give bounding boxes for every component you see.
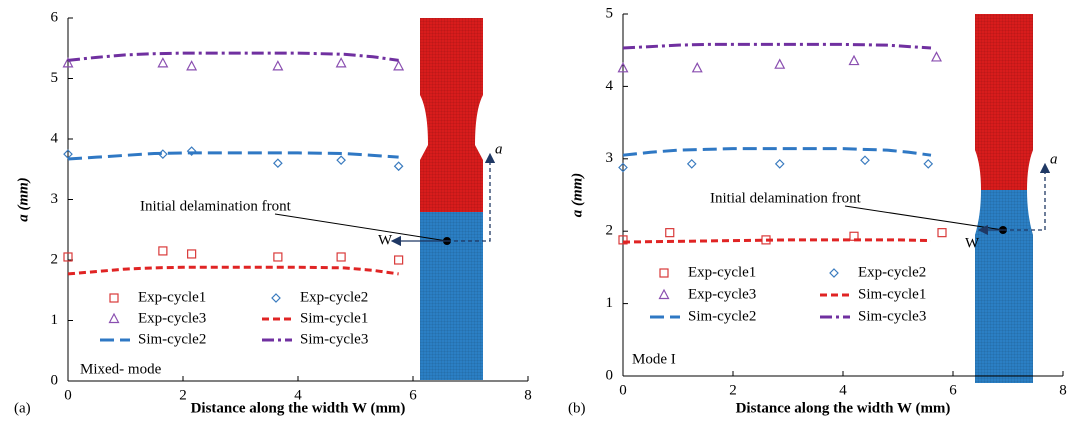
marker-diamond xyxy=(924,160,932,168)
y-tick-label: 6 xyxy=(51,9,59,25)
x-tick-label: 6 xyxy=(409,387,417,403)
legend-label: Exp-cycle2 xyxy=(858,264,926,280)
sim-line xyxy=(68,53,399,60)
sim-line xyxy=(623,240,931,242)
y-tick-label: 5 xyxy=(51,70,59,86)
legend-label: Exp-cycle1 xyxy=(138,289,206,305)
panel-label: (b) xyxy=(568,400,586,416)
x-tick-label: 6 xyxy=(949,382,957,398)
panel-label: (a) xyxy=(14,400,31,416)
marker-diamond xyxy=(776,160,784,168)
legend-label: Sim-cycle2 xyxy=(688,308,756,324)
x-tick-label: 0 xyxy=(619,382,627,398)
legend-label: Sim-cycle1 xyxy=(300,310,368,326)
annotation: W xyxy=(378,232,393,248)
marker-triangle xyxy=(932,52,941,61)
annotation: Mixed- mode xyxy=(80,361,162,377)
marker-triangle xyxy=(337,58,346,67)
marker-square xyxy=(395,256,403,264)
y-axis-label: a (mm) xyxy=(15,177,31,222)
marker-diamond xyxy=(337,156,345,164)
y-axis-label: a (mm) xyxy=(569,173,585,218)
marker-triangle xyxy=(187,61,196,70)
sim-line xyxy=(68,153,399,159)
sim-line xyxy=(623,44,931,48)
page: 0 1 2 3 4 5 6 0 2 4 6 8 Distance along the width W (… xyxy=(0,0,1078,445)
marker-square xyxy=(938,229,946,237)
annotation: W xyxy=(965,235,980,251)
y-tick-label: 1 xyxy=(606,295,614,311)
legend-label: Sim-cycle3 xyxy=(858,308,926,324)
annotation: Initial delamination front xyxy=(140,198,292,214)
marker-triangle xyxy=(158,58,167,67)
x-tick-label: 2 xyxy=(179,387,187,403)
marker-triangle xyxy=(660,290,669,299)
legend-label: Exp-cycle1 xyxy=(688,264,756,280)
marker-diamond xyxy=(861,156,869,164)
legend-label: Exp-cycle2 xyxy=(300,289,368,305)
x-axis-label: Distance along the width W (mm) xyxy=(736,400,951,416)
specimen-b xyxy=(975,14,1033,383)
sim-line xyxy=(623,149,931,156)
figure: 0 1 2 3 4 5 6 0 2 4 6 8 Distance along the width W (… xyxy=(0,0,1078,440)
y-tick-label: 0 xyxy=(606,367,614,383)
marker-diamond xyxy=(395,162,403,170)
legend-label: Sim-cycle2 xyxy=(138,331,206,347)
marker-square xyxy=(188,250,196,258)
marker-triangle xyxy=(110,314,119,323)
x-tick-label: 8 xyxy=(524,387,532,403)
y-tick-label: 3 xyxy=(51,191,59,207)
y-tick-label: 4 xyxy=(606,78,614,94)
marker-diamond xyxy=(830,269,838,277)
annotation: a xyxy=(1050,151,1058,167)
x-axis-label: Distance along the width W (mm) xyxy=(191,400,406,416)
y-tick-label: 5 xyxy=(606,5,614,21)
x-tick-label: 0 xyxy=(64,387,72,403)
marker-square xyxy=(337,253,345,261)
specimen-a xyxy=(420,18,483,380)
annotation: Initial delamination front xyxy=(710,190,862,206)
marker-square xyxy=(666,229,674,237)
annotation: Mode I xyxy=(632,351,676,367)
y-tick-label: 2 xyxy=(51,251,59,267)
legend-label: Exp-cycle3 xyxy=(688,286,756,302)
sim-line xyxy=(68,267,399,274)
marker-triangle xyxy=(273,61,282,70)
marker-square xyxy=(159,247,167,255)
y-tick-label: 4 xyxy=(51,130,59,146)
x-tick-label: 8 xyxy=(1059,382,1067,398)
y-tick-label: 0 xyxy=(51,372,59,388)
y-tick-label: 3 xyxy=(606,150,614,166)
x-tick-label: 4 xyxy=(839,382,847,398)
y-tick-label: 1 xyxy=(51,312,59,328)
marker-square xyxy=(274,253,282,261)
legend-label: Sim-cycle3 xyxy=(300,331,368,347)
x-tick-label: 2 xyxy=(729,382,737,398)
marker-triangle xyxy=(850,56,859,64)
marker-diamond xyxy=(272,294,280,302)
legend-label: Exp-cycle3 xyxy=(138,310,206,326)
marker-diamond xyxy=(688,160,696,168)
y-tick-label: 2 xyxy=(606,223,614,239)
marker-square xyxy=(660,269,668,277)
marker-diamond xyxy=(274,159,282,167)
marker-triangle xyxy=(394,61,403,70)
marker-triangle xyxy=(775,60,784,69)
marker-square xyxy=(110,294,118,302)
marker-triangle xyxy=(693,63,702,72)
legend-label: Sim-cycle1 xyxy=(858,286,926,302)
annotation: a xyxy=(495,141,503,157)
